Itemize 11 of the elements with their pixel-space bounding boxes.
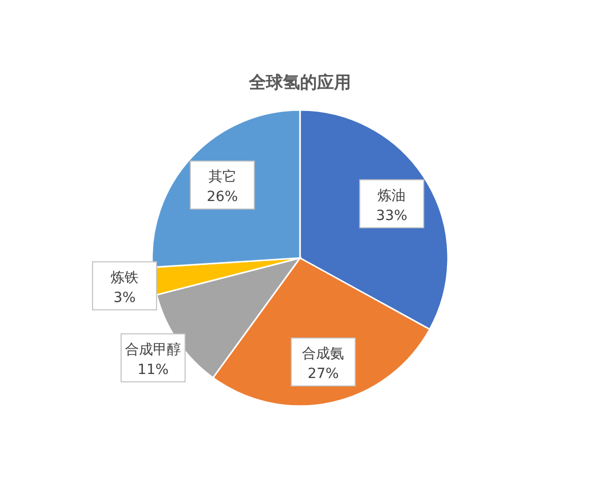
slice-label: 其它 <box>208 169 236 186</box>
slice-label: 合成氨 <box>302 346 344 362</box>
data-label: 11% <box>138 362 169 378</box>
data-label: 27% <box>308 366 339 382</box>
data-label: 33% <box>376 208 408 224</box>
slice-label: 合成甲醇 <box>125 342 182 358</box>
slice-label: 炼铁 <box>110 270 139 286</box>
slice-label: 炼油 <box>378 188 406 204</box>
data-label: 3% <box>113 290 136 306</box>
data-label: 26% <box>206 189 238 206</box>
chart-title: 全球氢的应用 <box>248 73 351 93</box>
